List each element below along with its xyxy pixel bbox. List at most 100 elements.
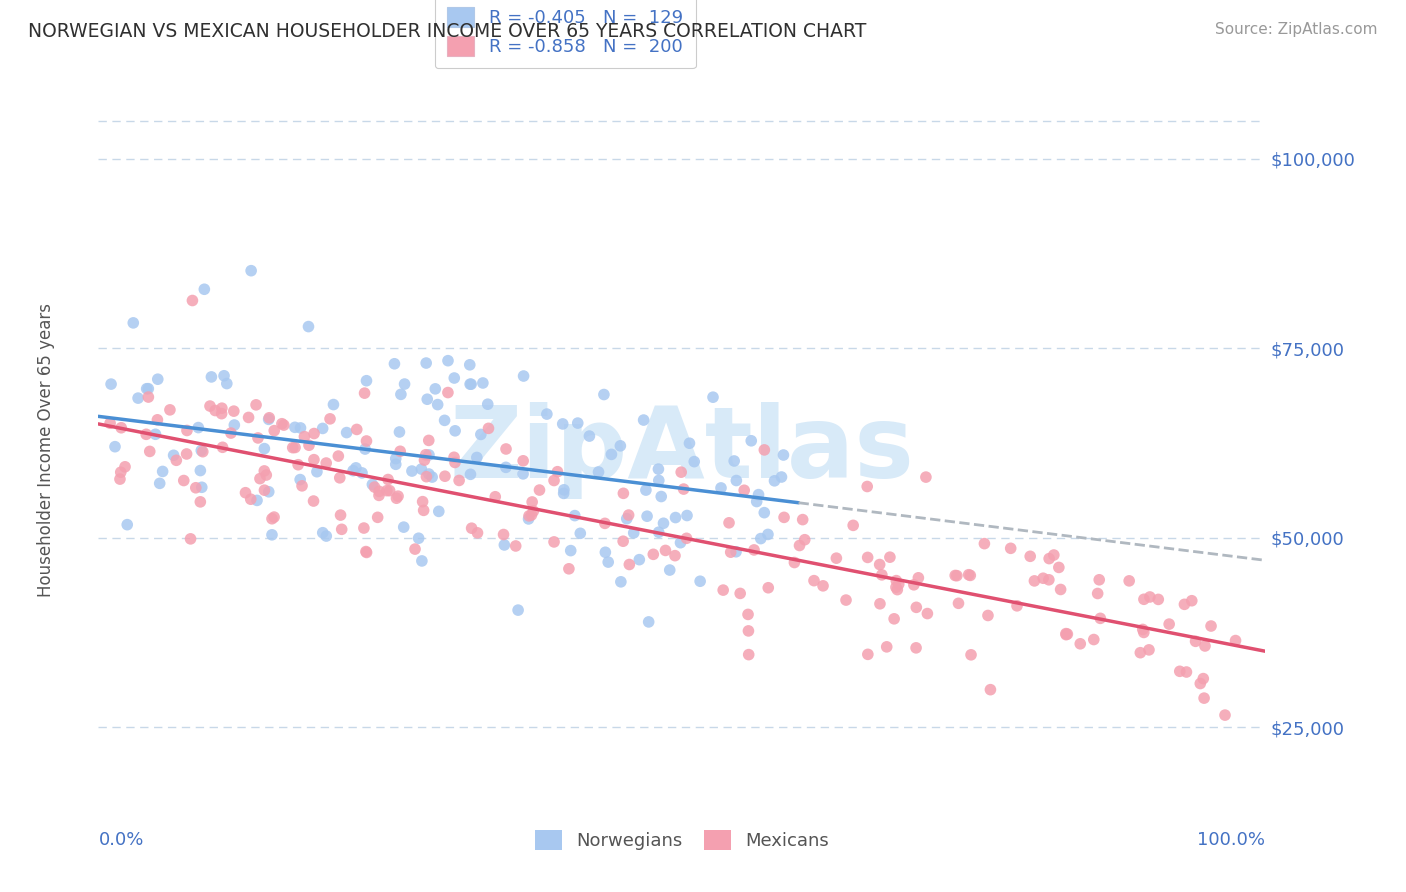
Point — [136, 382, 159, 396]
Point — [907, 571, 929, 585]
Point — [835, 593, 858, 607]
Point — [1043, 548, 1066, 562]
Point — [346, 422, 368, 436]
Point — [437, 353, 460, 368]
Point — [108, 472, 131, 486]
Point — [856, 479, 879, 493]
Point — [737, 607, 759, 622]
Point — [460, 377, 482, 392]
Point — [960, 648, 983, 662]
Point — [915, 470, 938, 484]
Point — [176, 447, 198, 461]
Point — [122, 316, 145, 330]
Point — [1147, 592, 1170, 607]
Point — [305, 465, 328, 479]
Point — [392, 520, 415, 534]
Point — [1054, 628, 1077, 642]
Point — [512, 454, 534, 468]
Point — [903, 578, 925, 592]
Text: Source: ZipAtlas.com: Source: ZipAtlas.com — [1215, 22, 1378, 37]
Point — [623, 525, 645, 540]
Point — [748, 488, 770, 502]
Point — [418, 434, 440, 448]
Point — [643, 547, 665, 561]
Text: 100.0%: 100.0% — [1198, 831, 1265, 849]
Point — [416, 392, 439, 407]
Point — [560, 543, 582, 558]
Point — [426, 398, 449, 412]
Point — [1199, 619, 1222, 633]
Point — [329, 471, 352, 485]
Point — [517, 512, 540, 526]
Point — [1069, 637, 1091, 651]
Point — [536, 407, 558, 421]
Point — [593, 516, 616, 531]
Point — [460, 521, 482, 535]
Point — [312, 525, 335, 540]
Point — [636, 509, 658, 524]
Point — [1181, 593, 1204, 607]
Point — [567, 416, 589, 430]
Point — [529, 483, 551, 497]
Point — [315, 529, 337, 543]
Point — [1049, 582, 1071, 597]
Point — [294, 429, 316, 443]
Point — [634, 483, 657, 497]
Point — [619, 558, 641, 572]
Point — [520, 508, 543, 522]
Point — [492, 527, 515, 541]
Point — [648, 474, 671, 488]
Point — [408, 531, 430, 545]
Point — [905, 640, 928, 655]
Point — [385, 491, 408, 506]
Point — [235, 485, 257, 500]
Point — [444, 424, 467, 438]
Point — [104, 440, 127, 454]
Point — [135, 427, 157, 442]
Point — [413, 453, 436, 467]
Point — [188, 495, 211, 509]
Point — [869, 597, 891, 611]
Point — [879, 550, 901, 565]
Point — [145, 427, 167, 442]
Point — [494, 538, 516, 552]
Point — [484, 490, 506, 504]
Point — [749, 532, 772, 546]
Point — [711, 583, 734, 598]
Point — [551, 417, 574, 431]
Point — [257, 484, 280, 499]
Point — [723, 454, 745, 468]
Point — [884, 580, 907, 594]
Point — [470, 427, 492, 442]
Point — [263, 424, 285, 438]
Point — [870, 567, 893, 582]
Point — [363, 480, 385, 494]
Point — [444, 455, 467, 469]
Point — [190, 443, 212, 458]
Point — [215, 376, 238, 391]
Point — [415, 356, 437, 370]
Point — [943, 568, 966, 582]
Point — [1032, 571, 1054, 585]
Point — [675, 531, 697, 545]
Point — [322, 398, 344, 412]
Point — [465, 450, 488, 465]
Point — [224, 417, 246, 432]
Point — [512, 467, 534, 481]
Point — [354, 544, 377, 558]
Text: Householder Income Over 65 years: Householder Income Over 65 years — [37, 303, 55, 598]
Point — [420, 470, 443, 484]
Text: ZipAtlas: ZipAtlas — [450, 402, 914, 499]
Point — [330, 522, 353, 536]
Point — [415, 469, 437, 483]
Point — [740, 434, 762, 448]
Point — [193, 282, 215, 296]
Point — [1038, 573, 1060, 587]
Point — [652, 516, 675, 531]
Point — [738, 648, 761, 662]
Point — [637, 615, 659, 629]
Point — [219, 426, 242, 441]
Point — [200, 370, 222, 384]
Point — [547, 465, 569, 479]
Point — [522, 504, 544, 518]
